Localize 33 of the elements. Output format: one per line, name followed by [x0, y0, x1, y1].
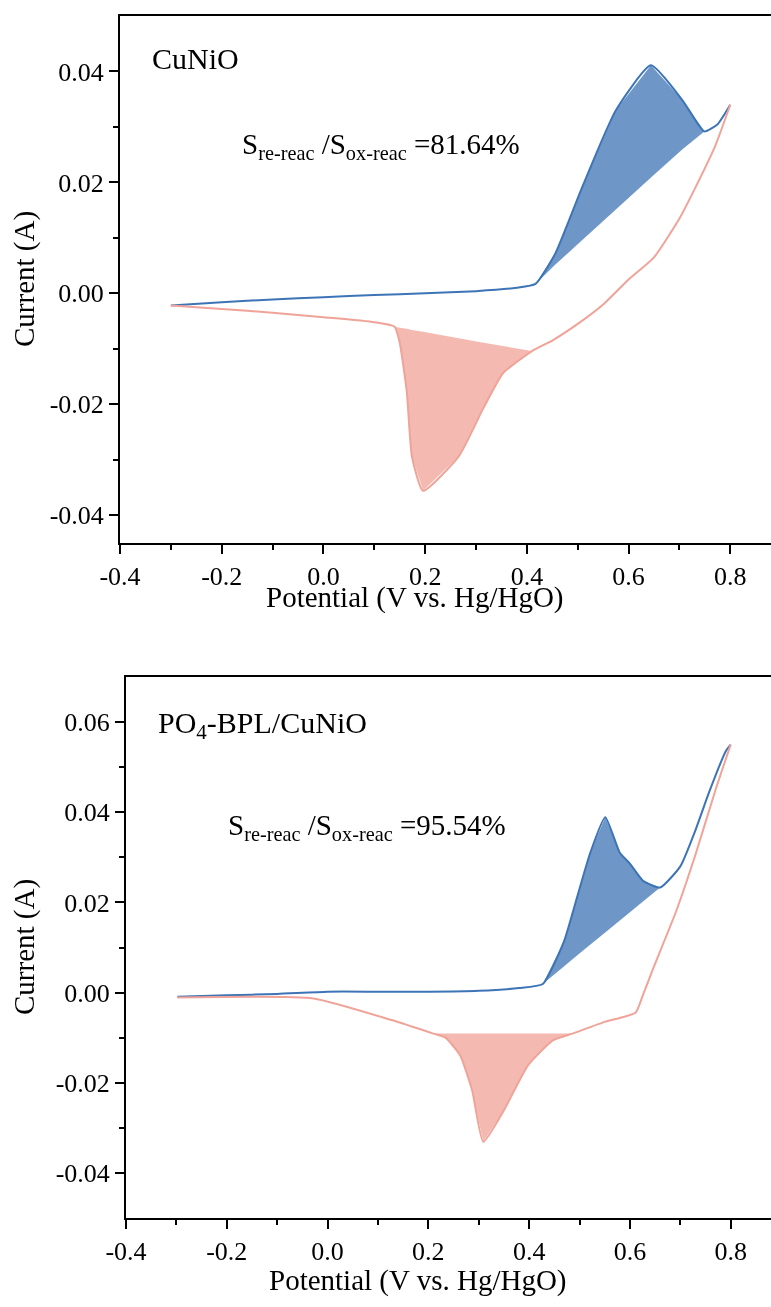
x-tick-label: 0.2 [412, 1237, 445, 1267]
annotation: CuNiO [152, 42, 239, 75]
x-tick-label: 0.4 [512, 1237, 546, 1267]
x-tick-label: -0.4 [99, 562, 141, 592]
x-axis-title: Potential (V vs. Hg/HgO) [269, 1264, 567, 1297]
x-tick-label: 0.6 [613, 1237, 647, 1267]
x-tick-label: -0.2 [201, 562, 243, 592]
y-tick-label: -0.02 [55, 1068, 110, 1098]
x-tick-label: 0.8 [714, 562, 747, 592]
y-tick-label: 0.00 [64, 978, 110, 1008]
x-tick-label: -0.4 [105, 1237, 147, 1267]
annotation: PO$_{4}$-BPL/CuNiO [158, 706, 367, 745]
y-tick-label: 0.04 [64, 798, 110, 828]
annotation: S$_{re-reac}$ /S$_{ox-reac}$ =95.54% [228, 809, 506, 846]
line-series [176, 743, 732, 998]
y-axis-title: Current (A) [8, 878, 41, 1015]
x-tick-label: 0.0 [311, 1237, 344, 1267]
y-tick-label: -0.04 [49, 501, 104, 531]
y-tick-label: 0.02 [58, 168, 104, 198]
y-tick-label: 0.06 [64, 708, 110, 738]
x-tick-label: 0.8 [714, 1237, 747, 1267]
annotation: S$_{re-reac}$ /S$_{ox-reac}$ =81.64% [242, 128, 520, 165]
y-tick-label: -0.04 [55, 1159, 110, 1189]
x-tick-label: 0.2 [408, 562, 442, 592]
x-tick-label: 0.6 [612, 562, 645, 592]
y-tick-label: 0.00 [58, 279, 104, 309]
y-axis-title: Current (A) [8, 210, 41, 347]
x-tick-label: -0.2 [206, 1237, 248, 1267]
line-series [169, 103, 732, 492]
line-series [176, 743, 732, 1143]
y-tick-label: 0.02 [64, 888, 110, 918]
y-tick-label: 0.04 [58, 57, 104, 87]
y-tick-label: -0.02 [49, 390, 104, 420]
